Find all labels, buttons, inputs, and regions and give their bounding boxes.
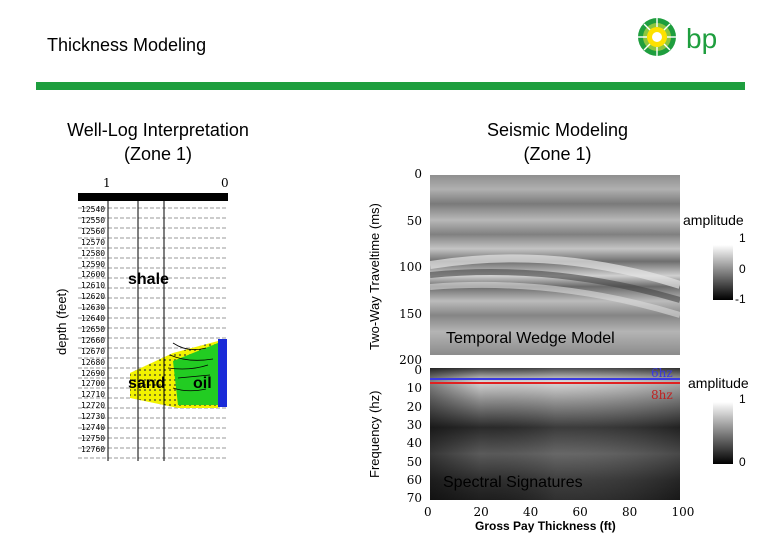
depth-axis-label: depth (feet) [54,288,69,356]
spectral-colorbar-tick: 0 [739,455,746,469]
line-label-6hz: 6hz [651,366,673,380]
depth-tick-label: 12660 [81,335,106,345]
spectral-colorbar [713,402,733,464]
frequency-tick: 40 [406,436,422,451]
gross-pay-axis-label: Gross Pay Thickness (ft) [475,519,616,533]
depth-tick-label: 12550 [81,215,106,225]
well-log-heading: Well-Log Interpretation (Zone 1) [48,118,268,166]
seismic-colorbar-tick: -1 [735,292,746,306]
depth-tick-label: 12680 [81,357,106,367]
line-6hz [430,378,680,380]
traveltime-tick: 100 [399,260,422,274]
depth-tick-label: 12580 [81,248,106,258]
depth-tick-label: 12760 [81,444,106,454]
well-log-panel: 12540 12550 12560 12570 12580 12590 12600 12610… [78,193,228,461]
traveltime-tick: 50 [406,213,422,228]
pay-thickness-tick: 0 [424,505,432,519]
depth-tick-label: 12570 [81,237,106,247]
frequency-tick: 50 [406,454,422,469]
depth-tick-label: 12720 [81,401,106,411]
depth-tick-label: 12700 [81,379,106,389]
page-title: Thickness Modeling [47,35,207,55]
frequency-tick: 0 [414,363,422,377]
depth-tick-label: 12650 [81,324,106,334]
well-log-subtitle: (Zone 1) [123,144,193,164]
frequency-tick: 10 [406,381,422,396]
pay-thickness-tick: 40 [523,505,539,519]
spectral-signatures-label: Spectral Signatures [443,474,583,491]
depth-tick-label: 12740 [81,423,106,432]
seismic-colorbar-tick: 0 [739,262,746,276]
depth-tick-label: 12690 [81,368,106,378]
traveltime-axis-label: Two-Way Traveltime (ms) [367,203,382,350]
pay-thickness-tick: 100 [671,505,695,519]
seismic-title: Seismic Modeling [486,120,629,140]
logo-wordmark: bp [686,23,717,54]
depth-tick-label: 12730 [81,412,106,422]
seismic-heading: Seismic Modeling (Zone 1) [455,118,660,166]
pay-thickness-tick: 80 [622,505,638,519]
traveltime-tick: 0 [414,167,422,181]
depth-tick-label: 12670 [81,346,106,356]
frequency-tick: 70 [406,491,422,506]
log-blue-bar [218,339,227,407]
helios-icon [638,18,676,56]
pay-thickness-tick: 60 [572,505,588,519]
depth-tick-label: 12750 [81,433,106,443]
frequency-axis-label: Frequency (hz) [367,390,382,478]
frequency-tick: 60 [406,472,422,487]
depth-tick-label: 12600 [81,270,106,280]
seismic-colorbar-tick: 1 [739,231,746,245]
depth-tick-label: 12620 [81,292,106,302]
pay-thickness-tick: 20 [473,505,489,519]
traveltime-tick: 150 [399,306,422,321]
seismic-subtitle: (Zone 1) [523,144,592,164]
depth-tick-label: 12630 [81,303,106,313]
depth-tick-label: 12710 [81,390,106,400]
temporal-wedge-label: Temporal Wedge Model [446,330,615,347]
well-log-scale-right: 0 [221,176,229,190]
spectral-colorbar-title: amplitude [688,375,749,391]
line-label-8hz: 8hz [651,388,673,402]
well-log-scale-left: 1 [103,176,111,190]
line-8hz [430,382,680,384]
well-log-title: Well-Log Interpretation [67,120,249,140]
depth-tick-label: 12540 [81,205,106,214]
depth-tick-label: 12590 [81,259,106,269]
frequency-tick: 20 [406,399,422,414]
spectral-colorbar-tick: 1 [739,392,746,406]
depth-tick-label: 12640 [81,314,106,323]
spectral-signatures-image [430,368,680,500]
seismic-colorbar [713,245,733,300]
shale-label: shale [128,271,169,288]
depth-tick-label: 12560 [81,226,106,236]
oil-zone [173,343,218,405]
sand-label: sand [128,375,166,392]
traveltime-tick: 200 [399,353,422,367]
oil-label: oil [193,375,212,392]
bp-logo: bp [638,18,717,56]
seismic-colorbar-title: amplitude [683,212,744,228]
depth-tick-label: 12610 [81,281,106,291]
header-divider [36,82,745,90]
frequency-tick: 30 [406,417,422,432]
log-top-bar [78,193,228,201]
wedge-model-image [429,175,682,355]
